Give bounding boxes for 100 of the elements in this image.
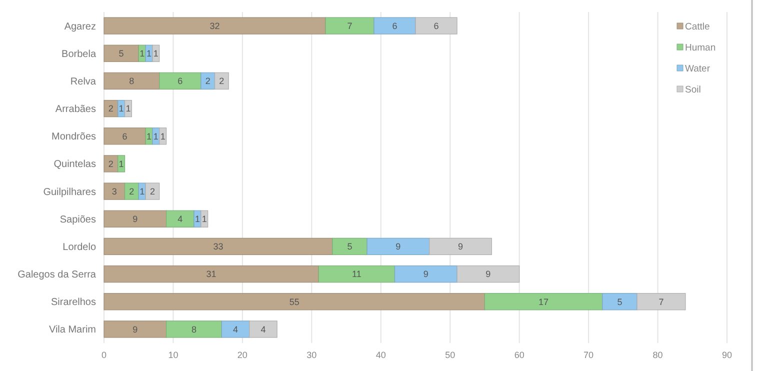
data-label: 1 — [202, 214, 207, 224]
bar — [104, 210, 167, 228]
data-label: 3 — [112, 186, 117, 196]
data-label: 17 — [538, 296, 549, 307]
data-label: 4 — [178, 214, 183, 224]
data-label: 2 — [205, 76, 210, 86]
data-label: 6 — [392, 20, 398, 31]
data-label: 1 — [140, 186, 145, 196]
data-label: 7 — [658, 296, 664, 307]
bar — [166, 210, 194, 228]
y-tick-label: Sapiões — [60, 214, 96, 226]
data-label: 2 — [219, 76, 224, 86]
data-label: 1 — [146, 48, 152, 59]
data-label: 6 — [434, 20, 439, 31]
bar — [484, 293, 603, 310]
bar — [456, 265, 520, 283]
x-tick-label: 60 — [514, 350, 524, 360]
bar — [104, 155, 118, 172]
bar — [152, 44, 160, 62]
data-label: 9 — [458, 242, 463, 252]
y-tick-label: Relva — [70, 76, 96, 88]
y-tick-label: Galegos da Serra — [18, 270, 96, 281]
bar — [374, 17, 416, 34]
x-tick-label: 20 — [237, 350, 248, 360]
bar — [104, 320, 167, 338]
legend-label: Soil — [685, 84, 701, 96]
x-tick-label: 80 — [652, 350, 663, 360]
y-tick-label: Lordelo — [62, 242, 96, 253]
legend-label: Water — [685, 63, 710, 74]
data-label: 8 — [129, 76, 134, 86]
data-label: 1 — [194, 214, 200, 224]
bar — [124, 100, 132, 118]
data-label: 6 — [178, 76, 183, 86]
data-label: 5 — [347, 242, 352, 252]
bar — [429, 238, 492, 256]
x-tick-label: 0 — [101, 350, 107, 360]
bar — [104, 72, 160, 90]
bar — [366, 238, 430, 256]
y-tick-label: Mondrões — [52, 132, 96, 143]
bar — [104, 128, 146, 145]
y-tick-label: Borbela — [62, 48, 96, 60]
data-label: 2 — [108, 158, 114, 169]
bar — [104, 293, 486, 310]
data-label: 2 — [150, 186, 155, 196]
data-label: 1 — [118, 104, 124, 114]
data-label: 9 — [423, 269, 428, 280]
x-tick-label: 30 — [306, 350, 317, 360]
bar — [124, 182, 139, 200]
y-tick-label: Agarez — [64, 21, 96, 32]
y-tick-label: Vila Marim — [48, 324, 96, 336]
bar — [332, 238, 368, 256]
bar — [394, 265, 458, 283]
data-label: 9 — [132, 214, 138, 224]
y-tick-label: Quintelas — [54, 159, 96, 170]
bar — [318, 265, 396, 283]
data-label: 2 — [108, 104, 114, 114]
x-tick-label: 50 — [445, 350, 456, 360]
legend-label: Cattle — [685, 21, 710, 32]
bar — [159, 128, 167, 145]
data-label: 1 — [153, 131, 158, 142]
data-label: 2 — [129, 186, 134, 196]
data-label: 32 — [210, 20, 220, 31]
data-label: 4 — [233, 324, 238, 334]
data-label: 1 — [126, 104, 131, 114]
data-label: 1 — [153, 48, 158, 59]
bar — [602, 293, 638, 310]
data-label: 4 — [260, 324, 266, 334]
data-label: 1 — [146, 131, 152, 142]
bar — [166, 320, 222, 338]
data-label: 33 — [213, 242, 224, 252]
bar — [145, 182, 160, 200]
bar — [104, 182, 126, 200]
bar — [104, 265, 319, 283]
data-label: 5 — [617, 296, 622, 307]
bar — [415, 17, 458, 34]
data-label: 55 — [289, 296, 300, 307]
data-label: 6 — [122, 131, 128, 142]
bar — [104, 17, 326, 34]
bar — [221, 320, 250, 338]
bar — [104, 44, 139, 62]
data-label: 1 — [140, 48, 145, 59]
y-tick-label: Guilpilhares — [43, 186, 96, 198]
bar — [214, 72, 229, 90]
legend-label: Human — [685, 42, 716, 54]
data-label: 31 — [206, 269, 216, 280]
bar — [159, 72, 202, 90]
bar — [104, 238, 333, 256]
y-tick-label: Arrabães — [55, 104, 96, 116]
data-label: 5 — [118, 48, 124, 59]
data-label: 9 — [396, 242, 401, 252]
y-tick-label: Sirarelhos — [50, 297, 96, 308]
bar — [325, 17, 374, 34]
x-tick-label: 90 — [722, 350, 732, 360]
data-label: 1 — [118, 158, 124, 169]
x-tick-label: 40 — [376, 350, 386, 360]
data-label: 9 — [486, 269, 491, 280]
data-label: 9 — [132, 324, 138, 334]
data-label: 11 — [352, 269, 362, 280]
x-tick-label: 10 — [168, 350, 178, 360]
bar — [636, 293, 686, 310]
